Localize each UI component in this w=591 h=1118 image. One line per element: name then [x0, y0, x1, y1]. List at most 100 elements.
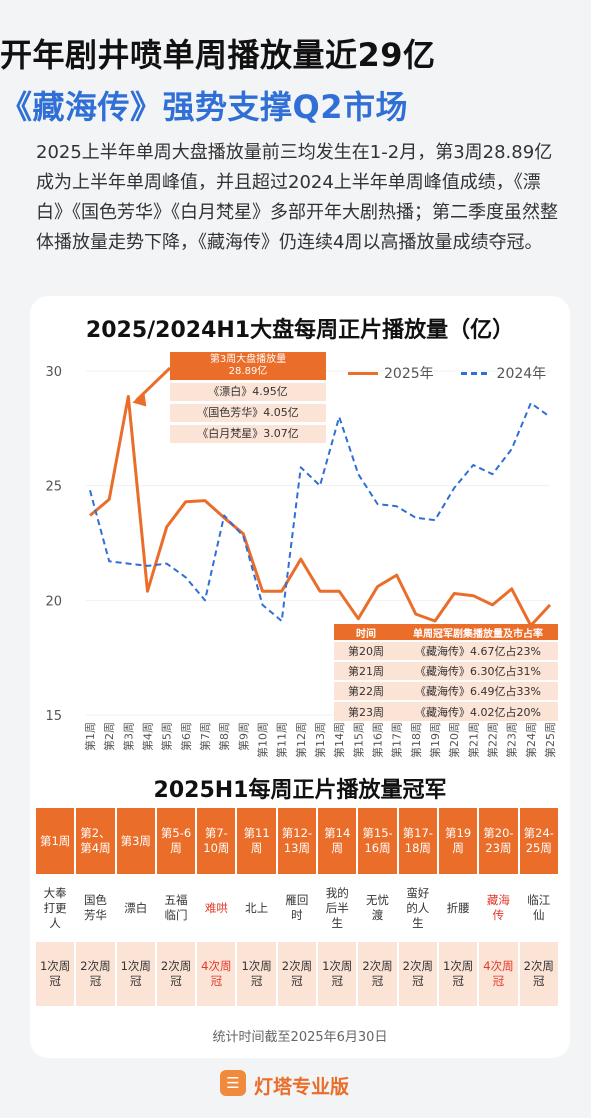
champions-section-title: 2025H1每周正片播放量冠军 — [153, 778, 447, 803]
champ-count: 1次周冠 — [237, 942, 276, 1006]
champ-show: 折腰 — [438, 874, 478, 942]
champ-week: 第19周 — [438, 808, 478, 874]
champ-show: 大奉打更人 — [36, 874, 75, 942]
x-tick-label: 第10周 — [256, 722, 270, 758]
callout-header: 第3周大盘播放量 28.89亿 — [170, 352, 326, 380]
champ-count: 2次周冠 — [156, 942, 196, 1006]
champ-show: 五福临门 — [156, 874, 196, 942]
champ-week: 第3周 — [116, 808, 155, 874]
x-tick-label: 第12周 — [294, 722, 308, 758]
champ-week: 第24-25周 — [519, 808, 558, 874]
y-tick-label: 30 — [45, 365, 62, 380]
champ-show: 蛮好的人生 — [398, 874, 437, 942]
callout-row: 《白月梵星》3.07亿 — [170, 425, 326, 443]
legend-label-2025: 2025年 — [384, 366, 434, 382]
x-tick-label: 第11周 — [275, 722, 289, 758]
x-tick-label: 第19周 — [428, 722, 442, 758]
table-row: 第22周 《藏海传》6.49亿占33% — [334, 680, 558, 701]
champ-count: 1次周冠 — [36, 942, 75, 1006]
legend-swatch-2024 — [460, 371, 491, 375]
champ-show: 藏海传 — [479, 874, 518, 942]
x-tick-label: 第9周 — [236, 722, 250, 751]
x-tick-label: 第3周 — [121, 722, 135, 751]
x-tick-label: 第5周 — [160, 722, 174, 751]
y-tick-label: 25 — [45, 480, 62, 495]
legend-swatch-2025 — [348, 371, 378, 375]
rank-week: 第23周 — [334, 700, 398, 721]
rank-week: 第20周 — [334, 640, 398, 661]
x-tick-label: 第4周 — [141, 722, 155, 751]
rank-header-champion: 单周冠军剧集播放量及市占率 — [398, 624, 558, 641]
rank-value: 《藏海传》6.49亿占33% — [398, 680, 558, 701]
champ-show: 临江仙 — [519, 874, 558, 942]
x-tick-label: 第16周 — [371, 722, 385, 758]
callout-row: 《漂白》4.95亿 — [170, 383, 326, 401]
champ-count: 1次周冠 — [116, 942, 155, 1006]
rank-value: 《藏海传》4.02亿占20% — [398, 700, 558, 721]
champ-week: 第12-13周 — [277, 808, 317, 874]
legend: 2025年 2024年 — [348, 363, 546, 383]
champ-count: 2次周冠 — [519, 942, 558, 1006]
callout-arrow-head — [132, 392, 147, 407]
x-tick-label: 第13周 — [313, 722, 327, 758]
intro-paragraph: 2025上半年单周大盘播放量前三均发生在1-2月，第3周28.89亿成为上半年单… — [36, 142, 558, 253]
champ-show: 漂白 — [116, 874, 155, 942]
page-title: 开年剧井喷单周播放量近29亿 — [0, 36, 436, 74]
chart-title: 2025/2024H1大盘每周正片播放量（亿） — [85, 318, 515, 343]
callout-row: 《国色芳华》4.05亿 — [170, 404, 326, 422]
x-tick-label: 第7周 — [198, 722, 212, 751]
champ-week: 第11周 — [237, 808, 276, 874]
champ-count: 1次周冠 — [438, 942, 478, 1006]
champ-count: 4次周冠 — [479, 942, 518, 1006]
champ-count: 1次周冠 — [318, 942, 357, 1006]
rank-value: 《藏海传》6.30亿占31% — [398, 660, 558, 681]
champ-show: 无忧渡 — [358, 874, 397, 942]
champ-week: 第5-6周 — [156, 808, 196, 874]
table-row: 第23周 《藏海传》4.02亿占20% — [334, 700, 558, 721]
champ-week: 第1周 — [36, 808, 75, 874]
y-tick-label: 20 — [45, 594, 62, 609]
y-tick-label: 15 — [45, 709, 62, 724]
champ-week: 第20-23周 — [479, 808, 518, 874]
champ-week: 第15-16周 — [358, 808, 397, 874]
x-tick-label: 第17周 — [390, 722, 404, 758]
champ-count: 2次周冠 — [358, 942, 397, 1006]
champions-table: 第1周 第2、第4周 第3周 第5-6周 第7-10周 第11周 第12-13周 第14周 第1… — [34, 808, 560, 1006]
x-tick-label: 第23周 — [505, 722, 519, 758]
x-tick-label: 第14周 — [332, 722, 346, 758]
ticket-icon: ☰ — [220, 1070, 246, 1096]
champ-week: 第14周 — [318, 808, 357, 874]
x-tick-label: 第1周 — [83, 722, 97, 751]
x-tick-label: 第20周 — [447, 722, 461, 758]
x-tick-label: 第15周 — [351, 722, 365, 758]
weekly-champion-share-table: 时间 单周冠军剧集播放量及市占率 第20周 《藏海传》4.67亿占23% 第21周… — [334, 624, 558, 721]
champ-show: 我的后半生 — [318, 874, 357, 942]
brand-name: 灯塔专业版 — [254, 1076, 350, 1098]
x-tick-label: 第24周 — [524, 722, 538, 758]
callout-header-line1: 第3周大盘播放量 — [209, 354, 287, 365]
champ-week: 第2、第4周 — [76, 808, 115, 874]
legend-label-2024: 2024年 — [496, 366, 547, 382]
champ-week: 第7-10周 — [197, 808, 236, 874]
champ-show: 北上 — [237, 874, 276, 942]
x-tick-label: 第25周 — [543, 722, 557, 758]
rank-week: 第21周 — [334, 660, 398, 681]
page-subtitle: 《藏海传》强势支撑Q2市场 — [0, 88, 408, 126]
x-tick-label: 第22周 — [486, 722, 500, 758]
x-tick-label: 第18周 — [409, 722, 423, 758]
footnote: 统计时间截至2025年6月30日 — [212, 1030, 388, 1045]
champ-count: 2次周冠 — [398, 942, 437, 1006]
x-tick-label: 第2周 — [102, 722, 116, 751]
table-row: 第21周 《藏海传》6.30亿占31% — [334, 660, 558, 681]
champ-show: 雁回时 — [277, 874, 317, 942]
x-tick-label: 第6周 — [179, 722, 193, 751]
rank-week: 第22周 — [334, 680, 398, 701]
champ-count: 4次周冠 — [197, 942, 236, 1006]
champ-show: 国色芳华 — [76, 874, 115, 942]
callout-header-line2: 28.89亿 — [228, 366, 268, 377]
x-tick-label: 第8周 — [217, 722, 231, 751]
table-row: 第20周 《藏海传》4.67亿占23% — [334, 640, 558, 661]
champions-weeks-row: 第1周 第2、第4周 第3周 第5-6周 第7-10周 第11周 第12-13周 第14周 第1… — [36, 808, 558, 874]
champ-count: 2次周冠 — [76, 942, 115, 1006]
